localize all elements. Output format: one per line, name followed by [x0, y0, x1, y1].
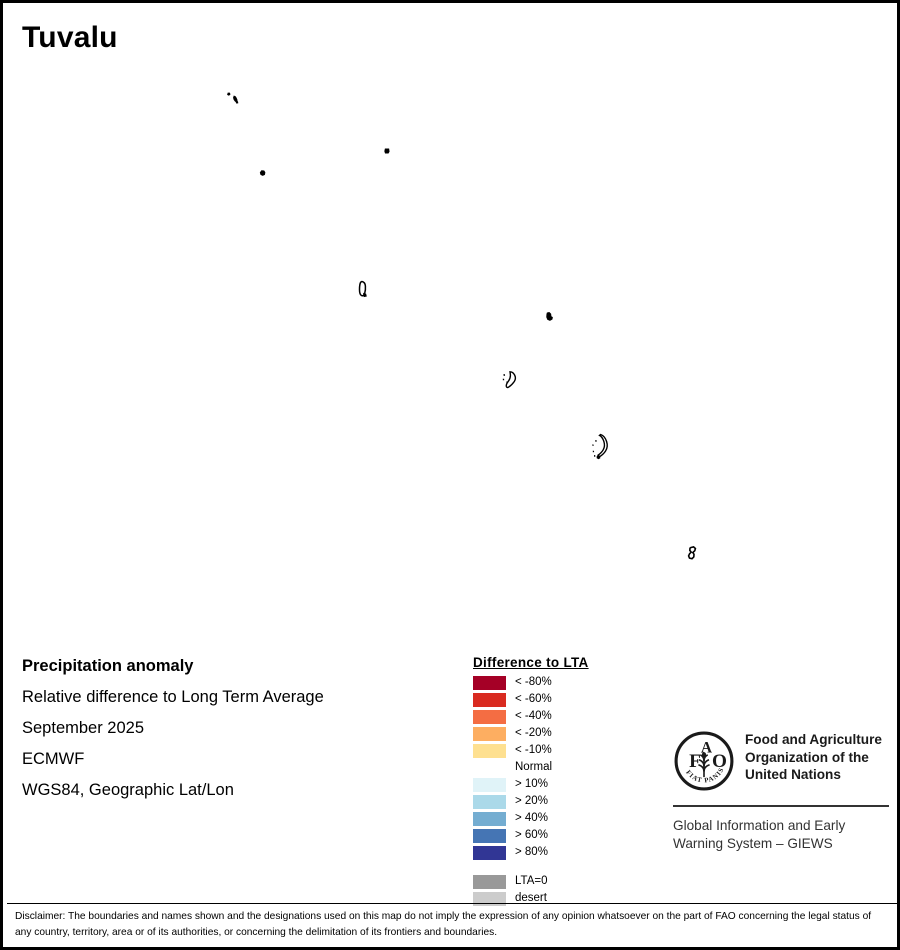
svg-text:F: F: [689, 751, 701, 772]
disclaimer-text: Disclaimer: The boundaries and names sho…: [15, 911, 872, 938]
legend-spacer: [473, 861, 653, 873]
page-title: Tuvalu: [22, 21, 118, 54]
fao-organization-name: Food and Agriculture Organization of the…: [745, 730, 882, 784]
fao-branding-block: F A O FIAT PANIS Food and Agriculture Or…: [673, 730, 889, 854]
giews-line-1: Global Information and Early: [673, 818, 846, 833]
legend-color-swatch: [473, 692, 506, 707]
legend-label: < -60%: [515, 692, 552, 705]
island-funafuti: [592, 433, 608, 460]
legend-color-swatch: [473, 761, 506, 775]
ocean-background: [3, 3, 897, 947]
legend-label: > 10%: [515, 777, 548, 790]
legend-row: < -80%: [473, 674, 653, 691]
legend-label: > 80%: [515, 845, 548, 858]
legend-color-swatch: [473, 891, 506, 906]
legend-row: < -40%: [473, 708, 653, 725]
legend-row: > 10%: [473, 776, 653, 793]
giews-label: Global Information and Early Warning Sys…: [673, 817, 889, 854]
fao-name-line-3: United Nations: [745, 767, 841, 783]
fao-name-line-1: Food and Agriculture: [745, 732, 882, 747]
island-niutao: [384, 148, 390, 154]
legend-label: > 20%: [515, 794, 548, 807]
legend-row: > 20%: [473, 793, 653, 810]
info-line-projection: WGS84, Geographic Lat/Lon: [22, 781, 234, 799]
legend-label: > 60%: [515, 828, 548, 841]
legend-label: > 40%: [515, 811, 548, 824]
legend-color-swatch: [473, 777, 506, 792]
legend-row: desert: [473, 890, 653, 907]
info-line-relative-difference: Relative difference to Long Term Average: [22, 688, 324, 706]
fao-logo-and-name: F A O FIAT PANIS Food and Agriculture Or…: [673, 730, 889, 792]
disclaimer-divider: [7, 903, 897, 904]
legend-row: > 40%: [473, 810, 653, 827]
legend-label: Normal: [515, 760, 553, 773]
legend-color-swatch: [473, 675, 506, 690]
info-line-source: ECMWF: [22, 750, 85, 768]
legend-title: Difference to LTA: [473, 655, 589, 670]
legend-label: LTA=0: [515, 874, 548, 887]
fao-name-line-2: Organization of the: [745, 749, 869, 765]
info-line-period: September 2025: [22, 719, 145, 737]
giews-line-2: Warning System – GIEWS: [673, 836, 833, 852]
legend-row: Normal: [473, 759, 653, 776]
info-line-precipitation-anomaly: Precipitation anomaly: [22, 657, 194, 675]
island-nanumea: [227, 92, 239, 104]
legend-row: < -20%: [473, 725, 653, 742]
legend-color-swatch: [473, 811, 506, 826]
legend: Difference to LTA < -80% < -60% < -40% < -2…: [473, 654, 653, 907]
svg-text:O: O: [712, 751, 727, 772]
fao-divider: [673, 805, 889, 807]
legend-label: < -80%: [515, 675, 552, 688]
fao-logo-icon: F A O FIAT PANIS: [674, 731, 734, 791]
island-nanumaga: [259, 170, 266, 176]
legend-label: desert: [515, 891, 547, 904]
map-canvas: [3, 3, 897, 947]
legend-row: < -10%: [473, 742, 653, 759]
legend-label: < -40%: [515, 709, 552, 722]
legend-row: < -60%: [473, 691, 653, 708]
legend-color-swatch: [473, 743, 506, 758]
legend-rows: < -80% < -60% < -40% < -20% < -10% Normal > 10…: [473, 674, 653, 861]
legend-color-swatch: [473, 874, 506, 889]
island-nui: [358, 280, 367, 298]
svg-text:A: A: [701, 739, 713, 756]
legend-row: LTA=0: [473, 873, 653, 890]
legend-color-swatch: [473, 794, 506, 809]
legend-row: > 60%: [473, 827, 653, 844]
legend-color-swatch: [473, 726, 506, 741]
legend-color-swatch: [473, 845, 506, 860]
map-info-block: Precipitation anomaly Relative differenc…: [22, 658, 442, 813]
legend-label: < -20%: [515, 726, 552, 739]
island-niulakita: [687, 546, 697, 560]
legend-extra-rows: LTA=0 desert: [473, 873, 653, 907]
island-nukufetau: [502, 371, 517, 389]
legend-label: < -10%: [515, 743, 552, 756]
island-vaitupu: [546, 312, 553, 321]
legend-row: > 80%: [473, 844, 653, 861]
legend-color-swatch: [473, 828, 506, 843]
legend-color-swatch: [473, 709, 506, 724]
